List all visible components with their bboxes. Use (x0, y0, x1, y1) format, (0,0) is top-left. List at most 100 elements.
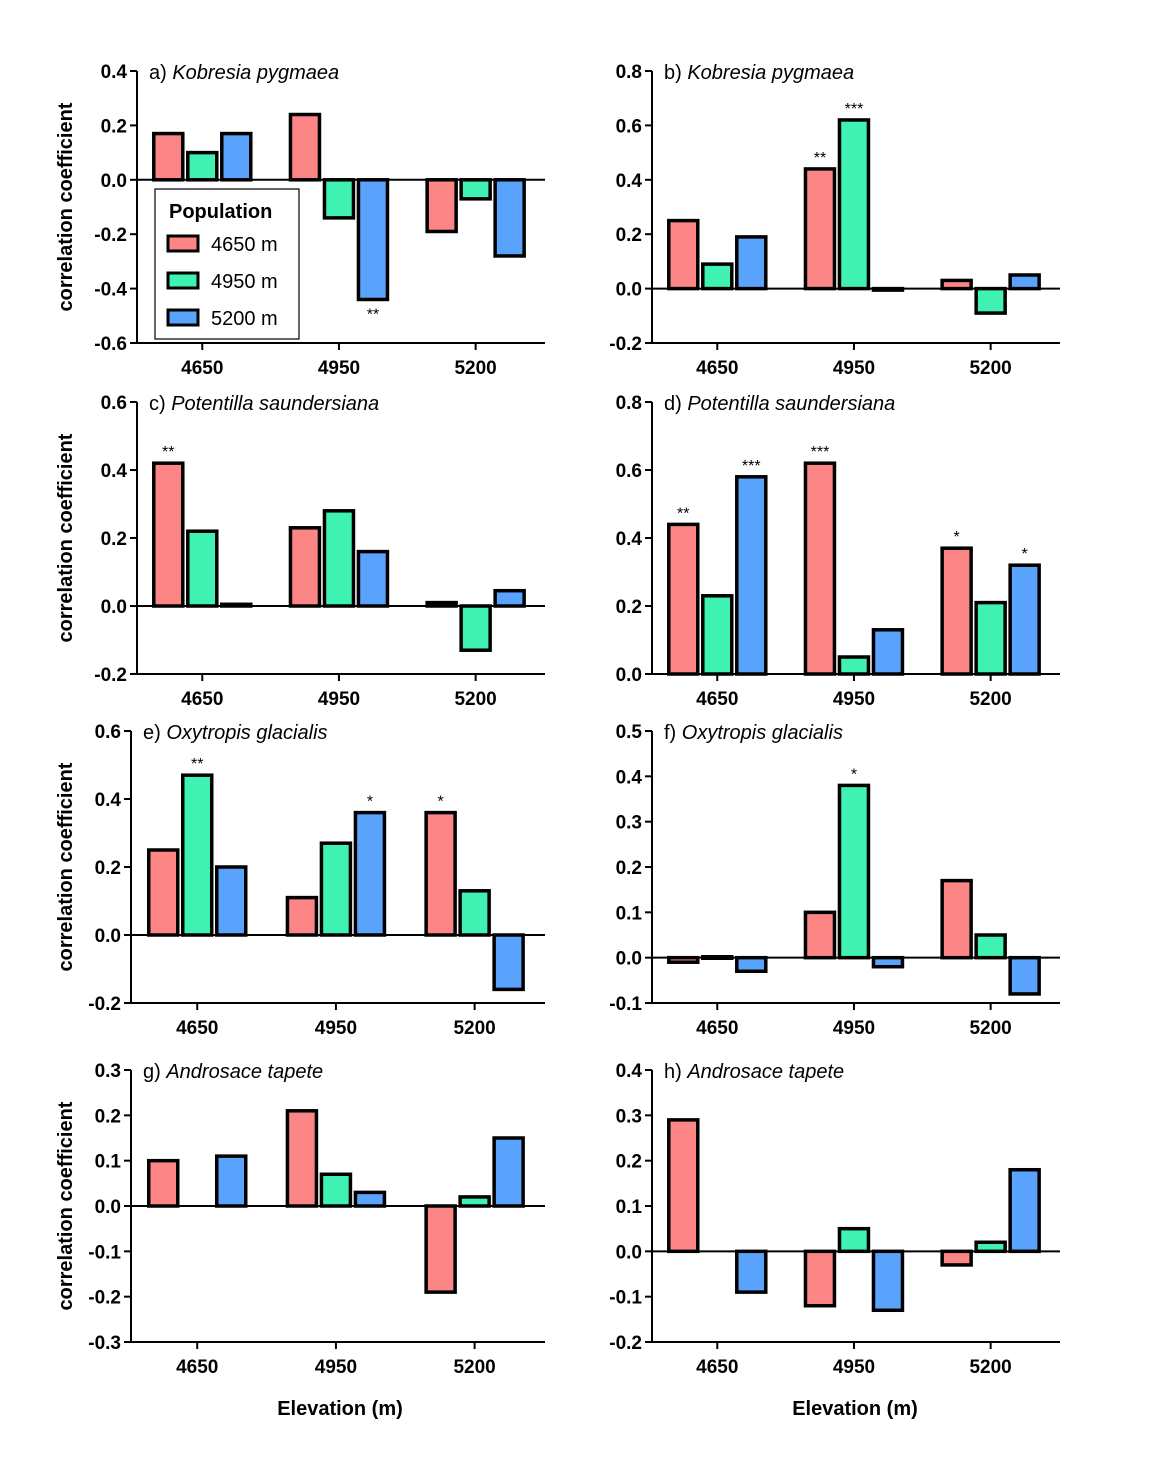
x-tick-label: 4950 (315, 1018, 357, 1039)
y-tick-label: 0.0 (101, 171, 127, 192)
panel-letter: g) (143, 1061, 166, 1083)
y-tick-label: 0.2 (616, 225, 642, 246)
bar-g-4650m-4650 (146, 1158, 180, 1208)
x-tick-label: 5200 (969, 689, 1011, 710)
y-tick-label: -0.4 (94, 280, 127, 301)
x-tick-label: 4650 (181, 358, 223, 379)
x-axis-title-left: Elevation (m) (277, 1398, 403, 1420)
y-tick-label: 0.0 (616, 949, 642, 970)
panel-title-b: b) Kobresia pygmaea (664, 62, 854, 84)
y-tick-label: 0.4 (616, 767, 643, 788)
significance-label: ** (162, 444, 174, 461)
bar-c-5200m-5200 (493, 588, 526, 608)
legend: Population 4650 m 4950 m 5200 m (154, 188, 300, 340)
significance-label: * (954, 529, 960, 546)
bar-h-5200m-4950 (871, 1249, 905, 1313)
legend-swatch-5200 (166, 308, 200, 327)
legend-swatch-4950 (166, 271, 200, 290)
y-tick-label: 0.8 (616, 62, 642, 83)
bar-h-4650m-5200 (940, 1249, 973, 1267)
bar-h-4950m-5200 (974, 1240, 1007, 1254)
panel-title-f: f) Oxytropis glacialis (664, 722, 843, 744)
species-name: Androsace tapete (686, 1061, 844, 1083)
bar-h-4650m-4650 (667, 1118, 700, 1254)
y-tick-label: 0.6 (95, 722, 121, 743)
significance-label: * (438, 794, 444, 811)
bar-g-4650m-4950 (285, 1109, 319, 1208)
bar-e-4650m-4950 (285, 895, 319, 937)
bar-b-5200m-4950 (871, 286, 905, 292)
bar-e-4650m-5200 (424, 810, 457, 937)
y-axis-title: correlation coefficient (55, 762, 77, 971)
y-tick-label: 0.6 (101, 393, 127, 414)
legend-title: Population (169, 201, 272, 223)
panel-g: -0.3 -0.2 -0.1 0.0 0.1 0.2 0.3 4650 4950 5200 g) A… (55, 1061, 545, 1378)
bar-h-4650m-4950 (803, 1249, 837, 1308)
significance-label: * (1022, 546, 1028, 563)
y-tick-label: 0.2 (95, 1106, 121, 1127)
y-tick-label: 0.4 (95, 790, 122, 811)
panel-letter: e) (143, 722, 166, 744)
significance-label: * (367, 794, 373, 811)
bar-a-5200m-4950 (356, 178, 390, 302)
bar-g-5200m-4650 (214, 1154, 248, 1208)
y-tick-label: -0.1 (609, 1288, 642, 1309)
bar-f-5200m-5200 (1008, 955, 1041, 996)
bar-g-5200m-5200 (492, 1136, 525, 1208)
bar-d-4650m-5200 (940, 546, 973, 676)
y-tick-label: 0.3 (95, 1061, 121, 1082)
x-tick-label: 4650 (176, 1357, 218, 1378)
y-tick-label: -0.2 (609, 334, 642, 355)
bar-b-5200m-4650 (735, 235, 768, 291)
y-tick-label: 0.3 (616, 1106, 642, 1127)
panel-title-e: e) Oxytropis glacialis (143, 722, 328, 744)
y-tick-label: -0.2 (609, 1333, 642, 1354)
y-tick-label: 0.0 (95, 1197, 121, 1218)
bar-f-4650m-4650 (667, 955, 700, 964)
y-tick-label: 0.2 (616, 597, 642, 618)
x-tick-label: 5200 (969, 1018, 1011, 1039)
species-name: Kobresia pygmaea (687, 62, 854, 84)
y-tick-label: 0.2 (616, 1152, 642, 1173)
significance-label: *** (742, 458, 761, 475)
x-tick-label: 4950 (833, 689, 875, 710)
bar-a-5200m-4650 (220, 131, 253, 182)
bar-e-4950m-4650 (180, 773, 214, 937)
y-tick-label: 0.4 (101, 461, 128, 482)
panel-letter: b) (664, 62, 687, 84)
y-tick-label: 0.6 (616, 116, 642, 137)
bar-h-5200m-5200 (1008, 1167, 1041, 1254)
legend-swatch-4650 (166, 234, 200, 253)
y-tick-label: 0.4 (616, 171, 643, 192)
bar-e-5200m-4950 (353, 810, 387, 937)
panel-title-h: h) Androsace tapete (664, 1061, 844, 1083)
y-tick-label: 0.1 (95, 1152, 122, 1173)
bar-a-4950m-4950 (322, 178, 356, 220)
bar-a-4950m-4650 (186, 150, 219, 182)
bar-f-4950m-4950 (837, 783, 871, 960)
bar-d-4650m-4950 (803, 461, 837, 676)
x-tick-label: 5200 (454, 689, 496, 710)
y-tick-label: 0.3 (616, 813, 642, 834)
y-axis-title: correlation coefficient (55, 1101, 77, 1310)
bar-b-4650m-4650 (667, 218, 700, 291)
bar-h-5200m-4650 (735, 1249, 768, 1294)
bar-d-4950m-4950 (837, 655, 871, 676)
legend-label-5200: 5200 m (211, 308, 278, 330)
x-tick-label: 4950 (833, 1018, 875, 1039)
y-tick-label: 0.2 (101, 529, 127, 550)
panel-title-d: d) Potentilla saundersiana (664, 393, 895, 415)
species-name: Potentilla saundersiana (687, 393, 895, 415)
bar-b-4650m-5200 (940, 278, 973, 291)
x-tick-label: 4950 (318, 689, 360, 710)
panel-title-a: a) Kobresia pygmaea (149, 62, 339, 84)
bar-e-5200m-5200 (492, 933, 525, 992)
bar-d-4950m-5200 (974, 600, 1007, 676)
bar-f-5200m-4650 (735, 955, 768, 974)
bar-f-4950m-5200 (974, 933, 1007, 960)
x-tick-label: 4650 (696, 1018, 738, 1039)
species-name: Potentilla saundersiana (171, 393, 379, 415)
significance-label: ** (191, 756, 203, 773)
panel-letter: f) (664, 722, 682, 744)
